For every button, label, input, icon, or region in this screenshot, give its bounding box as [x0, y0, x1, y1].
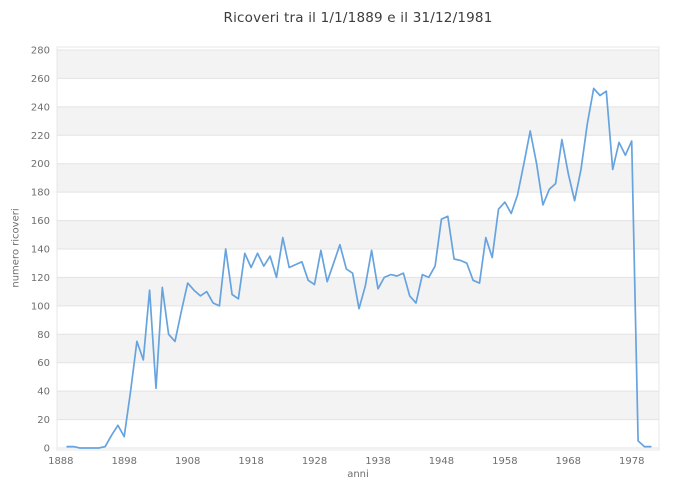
y-tick-label: 0 [44, 444, 50, 455]
x-tick-label: 1938 [365, 456, 390, 467]
y-tick-label: 240 [31, 102, 50, 113]
x-tick-label: 1948 [429, 456, 454, 467]
x-tick-label: 1898 [112, 456, 137, 467]
y-tick-label: 160 [31, 216, 50, 227]
band [57, 391, 659, 420]
y-tick-label: 80 [37, 330, 50, 341]
y-tick-label: 260 [31, 74, 50, 85]
band [57, 106, 659, 136]
x-tick-label: 1918 [238, 456, 263, 467]
x-tick-label: 1908 [175, 456, 200, 467]
y-tick-label: 60 [37, 358, 50, 369]
y-tick-label: 100 [31, 301, 50, 312]
x-tick-label: 1968 [556, 456, 581, 467]
band [57, 220, 659, 249]
band [57, 50, 659, 79]
y-tick-label: 200 [31, 159, 50, 170]
chart-line [66, 87, 652, 449]
y-tick-label: 280 [31, 46, 50, 57]
y-tick-label: 120 [31, 273, 50, 284]
y-tick-label: 140 [31, 245, 50, 256]
y-tick-label: 20 [37, 415, 50, 426]
x-tick-label: 1958 [492, 456, 517, 467]
band [57, 334, 659, 363]
y-tick-label: 220 [31, 131, 50, 142]
x-tick-label: 1928 [302, 456, 327, 467]
x-tick-label: 1978 [619, 456, 644, 467]
band [57, 163, 659, 193]
x-tick-label: 1888 [48, 456, 73, 467]
x-axis-title: anni [347, 469, 369, 480]
y-tick-label: 40 [37, 387, 50, 398]
chart-title: Ricoveri tra il 1/1/1889 e il 31/12/1981 [223, 10, 493, 26]
y-tick-label: 180 [31, 188, 50, 199]
